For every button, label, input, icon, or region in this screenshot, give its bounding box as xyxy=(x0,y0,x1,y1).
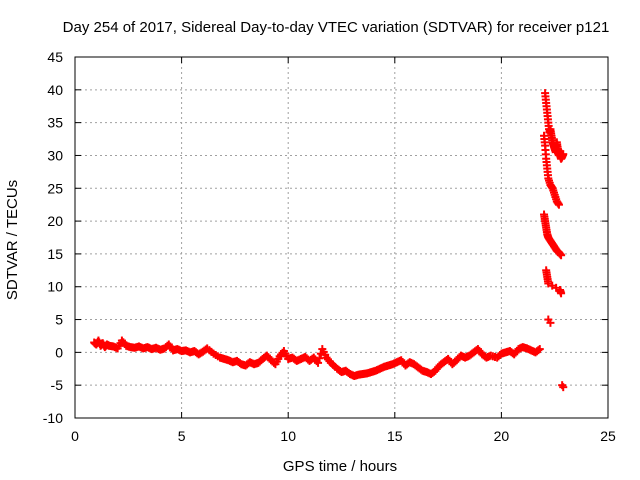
plot-frame xyxy=(74,56,609,419)
data-points xyxy=(90,89,568,392)
y-tick-label: 25 xyxy=(47,180,63,196)
data-point xyxy=(535,345,544,354)
y-tick-label: 20 xyxy=(47,213,63,229)
y-tick-label: 10 xyxy=(47,279,63,295)
data-point xyxy=(534,346,543,355)
chart-title: Day 254 of 2017, Sidereal Day-to-day VTE… xyxy=(63,19,610,36)
x-tick-label: 10 xyxy=(280,428,296,444)
data-point xyxy=(557,251,566,260)
data-point xyxy=(559,150,568,159)
x-tick-label: 0 xyxy=(71,428,79,444)
data-point xyxy=(314,358,323,367)
y-tick-label: 15 xyxy=(47,246,63,262)
axis-ticks: 0 5 10 15 20 25 -10 -5 0 5 10 15 20 25 30 35 40 45 xyxy=(43,49,616,444)
y-tick-label: 30 xyxy=(47,147,63,163)
x-tick-label: 25 xyxy=(600,428,616,444)
x-axis-label: GPS time / hours xyxy=(283,458,397,475)
y-tick-label: 0 xyxy=(55,344,63,360)
y-tick-label: 5 xyxy=(55,312,63,328)
y-axis-label: SDTVAR / TECUs xyxy=(4,180,21,300)
x-tick-label: 20 xyxy=(494,428,510,444)
x-tick-label: 5 xyxy=(178,428,186,444)
grid-lines xyxy=(75,57,608,418)
data-point xyxy=(546,318,555,327)
y-tick-label: -5 xyxy=(51,377,64,393)
y-tick-label: 35 xyxy=(47,115,63,131)
data-point xyxy=(554,200,563,209)
y-tick-label: 40 xyxy=(47,82,63,98)
y-tick-label: -10 xyxy=(43,410,63,426)
y-tick-label: 45 xyxy=(47,49,63,65)
data-point xyxy=(315,354,324,363)
x-tick-label: 15 xyxy=(387,428,403,444)
data-point xyxy=(557,289,566,298)
data-point xyxy=(559,383,568,392)
